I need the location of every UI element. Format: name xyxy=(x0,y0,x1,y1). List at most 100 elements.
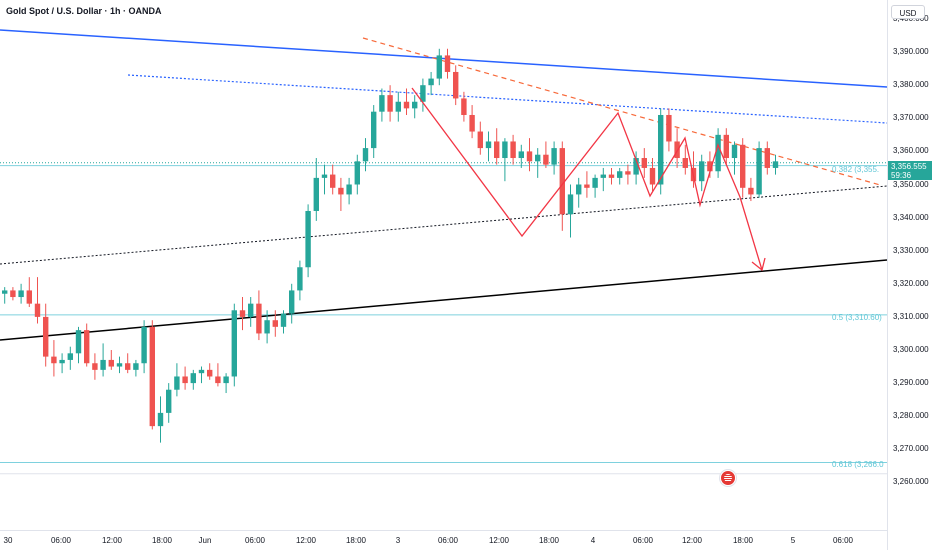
candle-body xyxy=(535,154,541,162)
bar-countdown: 59:36 xyxy=(891,171,912,180)
time-tick-label: 12:00 xyxy=(488,536,510,545)
candle-body xyxy=(2,290,8,294)
candle-body xyxy=(18,290,24,298)
candle-body xyxy=(707,161,713,172)
candle-body xyxy=(67,353,73,360)
price-axis[interactable]: 3,400.0003,390.0003,380.0003,370.0003,36… xyxy=(887,0,932,550)
candle-body xyxy=(354,161,360,185)
candle-body xyxy=(157,412,164,427)
candle-body xyxy=(26,290,32,304)
candle-body xyxy=(584,184,590,188)
price-chart[interactable] xyxy=(0,0,887,530)
candle-body xyxy=(412,101,418,109)
candle-body xyxy=(10,290,16,298)
candle-body xyxy=(633,158,639,175)
symbol-title[interactable]: Gold Spot / U.S. Dollar · 1h · OANDA xyxy=(6,6,162,16)
candle-body xyxy=(625,171,631,175)
candle-body xyxy=(731,144,738,159)
candle-body xyxy=(174,376,180,390)
candle-body xyxy=(346,184,352,195)
candle-body xyxy=(108,359,114,367)
candle-body xyxy=(764,148,770,168)
candle-body xyxy=(190,373,196,384)
price-tick-label: 3,310.000 xyxy=(893,311,929,321)
arrow-head xyxy=(751,257,766,272)
price-tick-label: 3,280.000 xyxy=(893,411,929,421)
pattern-zigzag-drawing xyxy=(411,87,763,271)
currency-button[interactable]: USD xyxy=(891,5,925,19)
price-tick-label: 3,290.000 xyxy=(893,378,929,388)
candle-body xyxy=(608,174,615,178)
candle-body xyxy=(617,171,623,178)
time-tick-label: 18:00 xyxy=(538,536,560,545)
price-tick-label: 3,380.000 xyxy=(893,80,929,90)
descending-channel-top-line xyxy=(0,29,887,88)
candle-body xyxy=(682,158,688,168)
time-tick-label: 12:00 xyxy=(295,536,317,545)
candle-body xyxy=(723,134,729,159)
candle-body xyxy=(518,151,524,159)
time-tick-label: 3 xyxy=(395,536,401,545)
candle-body xyxy=(248,303,254,317)
candle-body xyxy=(371,111,377,149)
candle-body xyxy=(740,144,746,188)
candle-body xyxy=(198,369,205,374)
candle-body xyxy=(182,376,188,384)
candle-body xyxy=(313,177,319,211)
price-tick-label: 3,340.000 xyxy=(893,212,929,222)
candle-body xyxy=(526,151,533,162)
candle-body xyxy=(395,101,401,112)
black-dotted-trendline xyxy=(0,185,887,265)
time-tick-label: 06:00 xyxy=(50,536,72,545)
chart-pane[interactable]: Gold Spot / U.S. Dollar · 1h · OANDA 0.3… xyxy=(0,0,887,530)
candle-body xyxy=(100,359,106,370)
candle-body xyxy=(403,101,410,109)
time-tick-label: 06:00 xyxy=(437,536,459,545)
candle-body xyxy=(469,114,475,132)
time-tick-label: 06:00 xyxy=(632,536,654,545)
candle-body xyxy=(125,363,131,370)
candle-body xyxy=(699,161,705,182)
time-tick-label: 4 xyxy=(590,536,596,545)
candle-body xyxy=(485,141,492,149)
candle-body xyxy=(387,95,393,112)
candle-body xyxy=(756,148,762,195)
price-tick-label: 3,360.000 xyxy=(893,146,929,156)
price-tick-label: 3,260.000 xyxy=(893,477,929,487)
candle-body xyxy=(362,148,369,162)
candle-body xyxy=(567,194,574,215)
candle-body xyxy=(576,184,582,195)
candle-body xyxy=(256,303,262,334)
blue-dotted-trendline xyxy=(127,74,887,124)
candle-body xyxy=(338,187,344,195)
candle-body xyxy=(658,114,664,185)
candle-body xyxy=(75,330,82,354)
time-tick-label: 30 xyxy=(3,536,13,545)
candle-body xyxy=(592,177,598,188)
candle-body xyxy=(428,78,434,86)
candle-body xyxy=(330,174,336,188)
candle-body xyxy=(84,330,90,364)
time-tick-label: 18:00 xyxy=(732,536,754,545)
us-flag-event-icon[interactable] xyxy=(720,470,736,486)
time-tick-label: 18:00 xyxy=(151,536,173,545)
price-tick-label: 3,300.000 xyxy=(893,345,929,354)
candle-body xyxy=(133,363,139,370)
candle-body xyxy=(297,267,303,291)
candle-body xyxy=(141,326,147,364)
time-tick-label: 12:00 xyxy=(101,536,123,545)
candle-body xyxy=(494,141,500,159)
time-axis[interactable]: 30 06:00 12:00 18:00 Jun 06:00 12:00 18:00 3 06:0… xyxy=(0,530,887,551)
candle-body xyxy=(59,359,65,364)
price-tick-label: 3,320.000 xyxy=(893,278,929,288)
price-tick-label: 3,270.000 xyxy=(893,444,929,454)
last-price-value: 3,356.555 xyxy=(891,162,927,171)
black-support-line xyxy=(0,259,887,341)
candle-body xyxy=(453,71,459,99)
candle-body xyxy=(51,356,57,364)
time-tick-label: 06:00 xyxy=(832,536,854,545)
candle-body xyxy=(239,310,246,317)
time-tick-label: Jun xyxy=(198,536,212,545)
candle-body xyxy=(92,363,98,370)
candle-body xyxy=(289,290,295,314)
